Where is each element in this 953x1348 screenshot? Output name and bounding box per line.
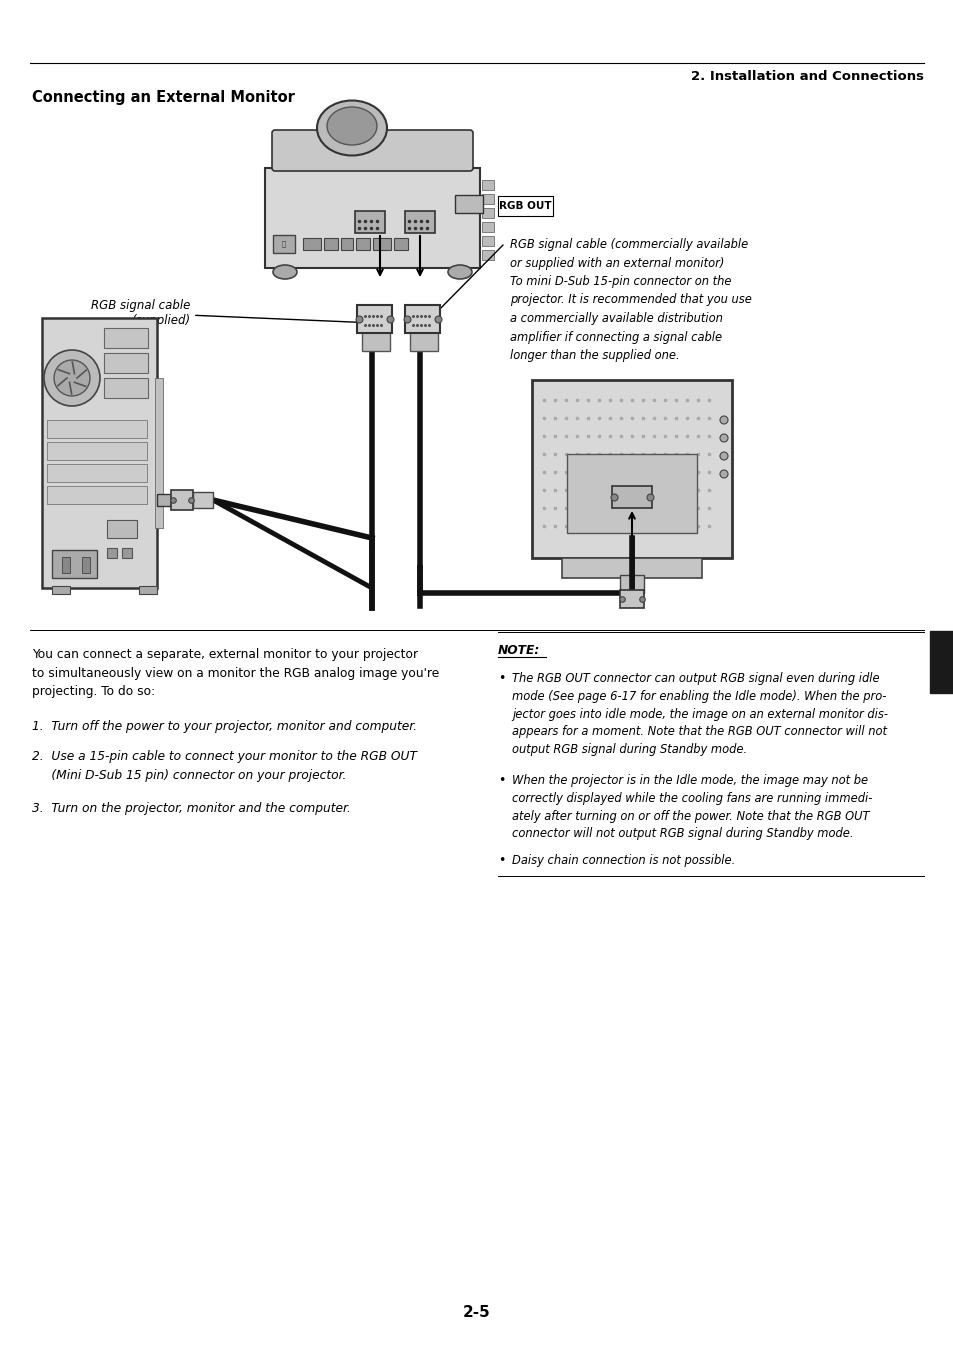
Bar [265,168,479,268]
Text: The RGB OUT connector can output RGB signal even during idle
mode (See page 6-17: The RGB OUT connector can output RGB sig… [512,673,887,756]
Bar [355,212,385,233]
Bar [481,194,494,204]
Bar [104,377,148,398]
Bar [324,239,337,249]
Bar [139,586,157,594]
Bar [104,328,148,348]
Bar [481,222,494,232]
Bar [481,208,494,218]
Text: ⓟ: ⓟ [281,241,286,247]
Bar [273,235,294,253]
Bar [42,318,157,588]
Bar [929,631,953,693]
Bar [104,353,148,373]
Bar [612,487,651,508]
Bar [619,590,643,608]
Bar [107,520,137,538]
Text: NOTE:: NOTE: [497,644,539,656]
Bar [340,239,353,249]
Bar [303,239,320,249]
Bar [355,239,370,249]
Text: Daisy chain connection is not possible.: Daisy chain connection is not possible. [512,855,735,867]
Bar [497,195,553,216]
Ellipse shape [273,266,296,279]
Text: 3.  Turn on the projector, monitor and the computer.: 3. Turn on the projector, monitor and th… [32,802,351,816]
Circle shape [720,434,727,442]
Text: 2.  Use a 15-pin cable to connect your monitor to the RGB OUT
     (Mini D-Sub 1: 2. Use a 15-pin cable to connect your mo… [32,749,416,782]
Ellipse shape [316,101,387,155]
FancyBboxPatch shape [272,129,473,171]
Circle shape [44,350,100,406]
Text: •: • [497,855,505,867]
Bar [373,239,391,249]
Bar [561,558,701,578]
Text: You can connect a separate, external monitor to your projector
to simultaneously: You can connect a separate, external mon… [32,648,438,698]
Text: RGB OUT: RGB OUT [498,201,551,212]
Bar [157,493,172,506]
Text: RGB signal cable (commercially available
or supplied with an external monitor)
T: RGB signal cable (commercially available… [510,239,751,363]
Circle shape [720,470,727,479]
Text: Connecting an External Monitor: Connecting an External Monitor [32,90,294,105]
Bar [532,380,731,558]
Bar [566,454,697,532]
Bar [405,305,439,333]
Text: When the projector is in the Idle mode, the image may not be
correctly displayed: When the projector is in the Idle mode, … [512,774,871,840]
Bar [361,332,390,350]
Text: 2-5: 2-5 [462,1305,491,1320]
Bar [410,332,437,350]
Text: 2. Installation and Connections: 2. Installation and Connections [690,70,923,84]
Bar [107,549,117,558]
Text: RGB signal cable
(supplied): RGB signal cable (supplied) [91,299,372,328]
Bar [82,557,90,573]
Ellipse shape [448,266,472,279]
Ellipse shape [327,106,376,146]
Bar [52,586,70,594]
Bar [47,442,147,460]
Bar [47,464,147,483]
Bar [356,305,392,333]
Bar [193,492,213,508]
Circle shape [54,360,90,396]
Bar [481,181,494,190]
Bar [62,557,70,573]
Bar [481,236,494,245]
Bar [154,377,163,528]
Text: •: • [497,774,505,787]
Bar [171,491,193,510]
Text: •: • [497,673,505,685]
Circle shape [720,452,727,460]
Bar [122,549,132,558]
Circle shape [720,417,727,425]
Bar [47,487,147,504]
Bar [405,212,435,233]
Text: 1.  Turn off the power to your projector, monitor and computer.: 1. Turn off the power to your projector,… [32,720,416,733]
Bar [481,249,494,260]
Bar [619,576,643,593]
Bar [455,195,482,213]
Bar [394,239,408,249]
Bar [52,550,97,578]
Bar [47,421,147,438]
